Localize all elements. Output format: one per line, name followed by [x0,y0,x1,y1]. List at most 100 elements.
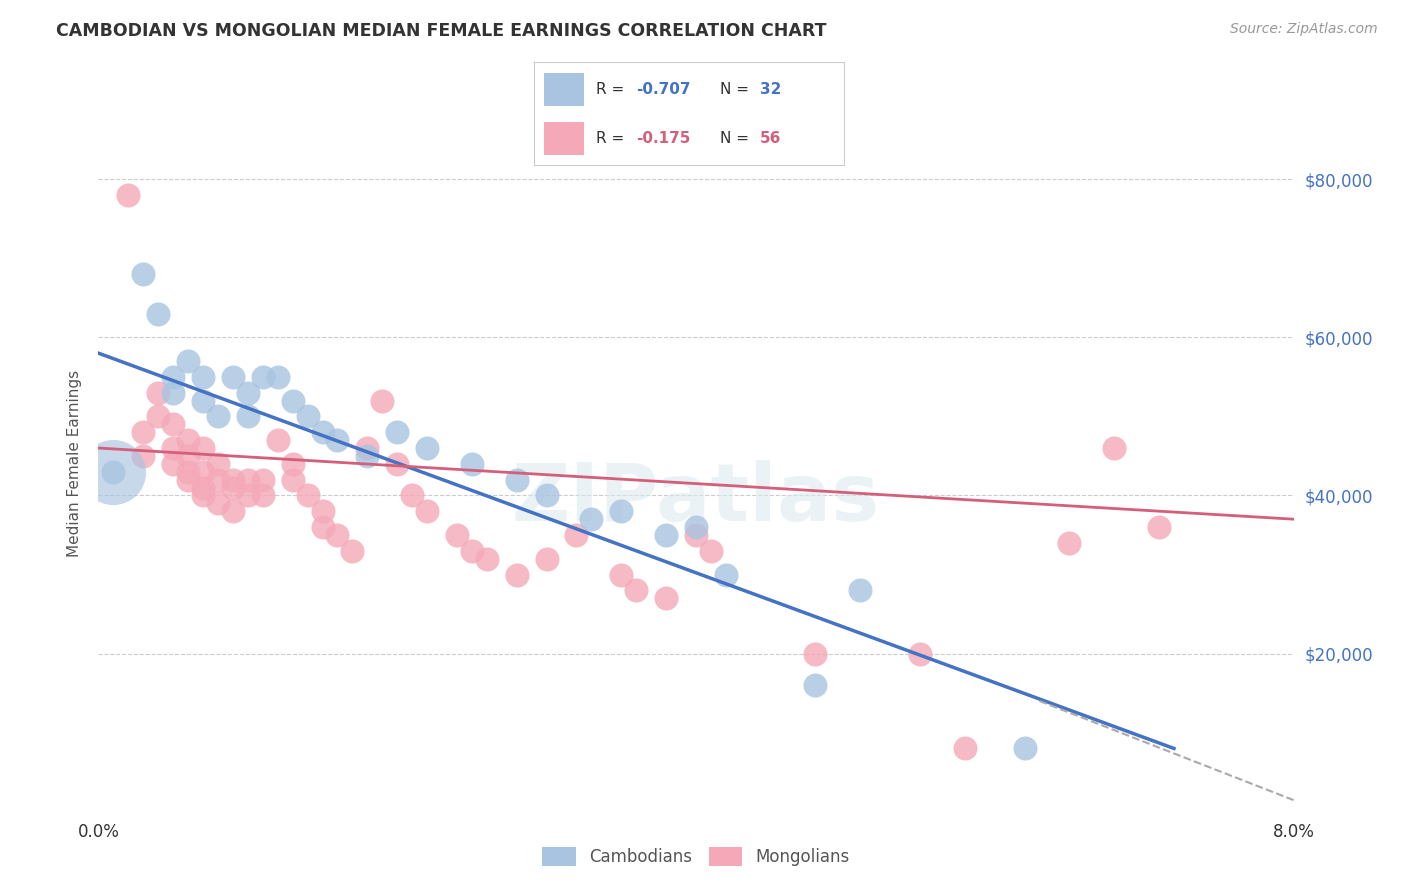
Point [162,417,184,432]
Point [849,583,872,598]
Point [162,385,184,400]
Point [714,567,737,582]
Point [685,528,707,542]
Text: Source: ZipAtlas.com: Source: ZipAtlas.com [1230,22,1378,37]
Point [804,647,827,661]
Point [177,354,200,368]
Point [162,370,184,384]
Point [162,457,184,471]
Point [267,433,290,447]
Point [385,457,409,471]
Point [371,393,394,408]
Text: N =: N = [720,81,754,96]
Point [132,449,155,463]
Point [655,528,678,542]
Text: 32: 32 [761,81,782,96]
Point [326,528,349,542]
Point [267,370,290,384]
Point [191,393,214,408]
Point [1014,741,1036,756]
Point [191,370,214,384]
Point [461,544,484,558]
Point [191,481,214,495]
Point [132,267,155,281]
Point [236,473,259,487]
Point [506,567,529,582]
Point [356,449,378,463]
Point [326,433,349,447]
Point [207,409,229,424]
Point [162,441,184,455]
Point [177,449,200,463]
Bar [544,122,583,155]
Point [252,370,274,384]
Point [222,473,245,487]
Text: R =: R = [596,131,630,146]
Point [207,496,229,510]
Point [804,678,827,692]
Point [236,488,259,502]
Point [297,488,319,502]
Point [281,457,304,471]
Point [446,528,468,542]
Point [148,307,170,321]
Point [191,441,214,455]
Text: R =: R = [596,81,630,96]
Point [506,473,529,487]
Point [148,385,170,400]
Point [700,544,723,558]
Point [461,457,484,471]
Point [207,473,229,487]
Point [311,520,333,534]
Point [222,504,245,518]
Point [385,425,409,440]
Text: -0.707: -0.707 [637,81,690,96]
Point [1059,536,1081,550]
Point [103,465,125,479]
Point [191,488,214,502]
Point [1147,520,1170,534]
Point [536,551,558,566]
Point [953,741,976,756]
Text: -0.175: -0.175 [637,131,690,146]
Point [581,512,603,526]
Y-axis label: Median Female Earnings: Median Female Earnings [67,370,83,558]
Point [207,457,229,471]
Point [401,488,423,502]
Point [148,409,170,424]
Point [281,473,304,487]
Point [252,488,274,502]
Point [222,370,245,384]
Point [281,393,304,408]
Point [908,647,931,661]
Point [297,409,319,424]
Text: N =: N = [720,131,754,146]
Point [103,465,125,479]
Point [416,504,439,518]
Point [624,583,647,598]
Point [311,504,333,518]
Bar [544,73,583,105]
Text: 56: 56 [761,131,782,146]
Text: ZIPatlas: ZIPatlas [512,459,880,538]
Point [416,441,439,455]
Text: CAMBODIAN VS MONGOLIAN MEDIAN FEMALE EARNINGS CORRELATION CHART: CAMBODIAN VS MONGOLIAN MEDIAN FEMALE EAR… [56,22,827,40]
Point [655,591,678,606]
Point [610,504,633,518]
Point [177,473,200,487]
Point [536,488,558,502]
Point [191,465,214,479]
Point [685,520,707,534]
Point [236,409,259,424]
Point [610,567,633,582]
Point [236,385,259,400]
Point [475,551,498,566]
Point [117,188,139,202]
Point [311,425,333,440]
Point [252,473,274,487]
Point [222,481,245,495]
Point [177,465,200,479]
Point [342,544,364,558]
Point [356,441,378,455]
Point [1102,441,1125,455]
